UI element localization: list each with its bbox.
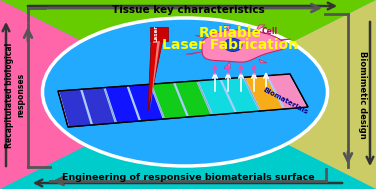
Text: Laser Fabrication: Laser Fabrication (162, 38, 298, 52)
Polygon shape (274, 39, 291, 41)
Polygon shape (59, 89, 91, 127)
Polygon shape (224, 62, 230, 68)
Text: Biomaterials: Biomaterials (261, 87, 309, 115)
Polygon shape (0, 0, 376, 94)
Polygon shape (188, 0, 376, 189)
Polygon shape (268, 74, 307, 109)
Polygon shape (58, 74, 308, 127)
Text: Cell: Cell (262, 28, 278, 36)
Text: Recapitulated biological
responses: Recapitulated biological responses (5, 42, 25, 148)
Polygon shape (199, 79, 235, 115)
Polygon shape (106, 86, 139, 123)
Polygon shape (82, 88, 115, 125)
Polygon shape (152, 83, 187, 119)
Text: Reliable: Reliable (199, 26, 261, 40)
Polygon shape (148, 41, 163, 111)
Polygon shape (0, 94, 376, 189)
Polygon shape (186, 52, 202, 54)
Polygon shape (202, 30, 286, 62)
Polygon shape (245, 76, 283, 111)
Text: Laser: Laser (154, 26, 159, 43)
Ellipse shape (224, 39, 242, 51)
Text: Tissue key characteristics: Tissue key characteristics (112, 5, 264, 15)
Polygon shape (224, 26, 230, 30)
Polygon shape (175, 81, 211, 117)
Bar (150, 27, 168, 41)
Polygon shape (255, 25, 265, 32)
Polygon shape (259, 59, 267, 63)
Text: Engineering of responsive biomaterials surface: Engineering of responsive biomaterials s… (62, 174, 314, 183)
Polygon shape (150, 41, 160, 111)
Ellipse shape (42, 18, 327, 166)
Polygon shape (221, 77, 259, 113)
Polygon shape (129, 84, 163, 121)
Polygon shape (0, 0, 188, 189)
Text: Biomimetic design: Biomimetic design (358, 51, 367, 139)
Polygon shape (195, 36, 205, 38)
